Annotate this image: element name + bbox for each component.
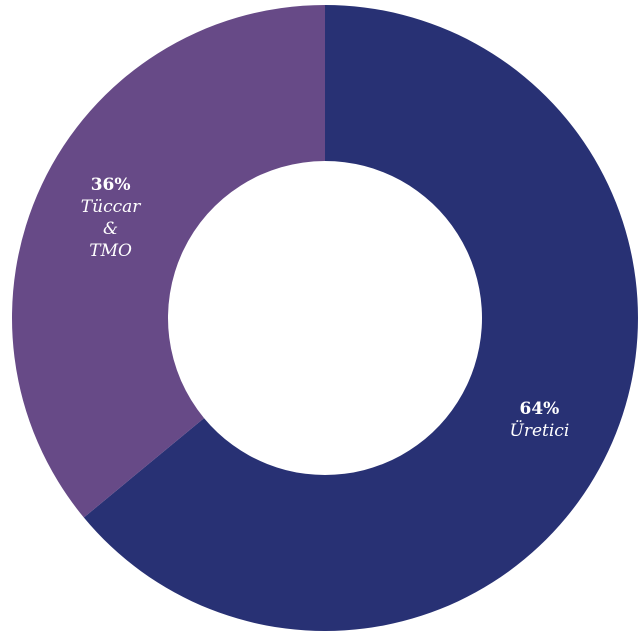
donut-labels: 64%Üretici 36%Tüccar&TMO [81, 175, 569, 441]
slice-percent-label-retici: 64% [519, 399, 559, 419]
slice-name-label-t-ccar-tmo-1: Tüccar [81, 197, 141, 217]
slice-name-label-t-ccar-tmo-3: TMO [89, 241, 132, 261]
slice-t-ccar-tmo [11, 5, 325, 518]
slice-retici [83, 5, 638, 631]
slice-name-label-retici-1: Üretici [510, 420, 570, 441]
slice-percent-label-t-ccar-tmo: 36% [91, 175, 131, 195]
slice-name-label-t-ccar-tmo-2: & [103, 219, 118, 239]
donut-slices [11, 5, 638, 631]
